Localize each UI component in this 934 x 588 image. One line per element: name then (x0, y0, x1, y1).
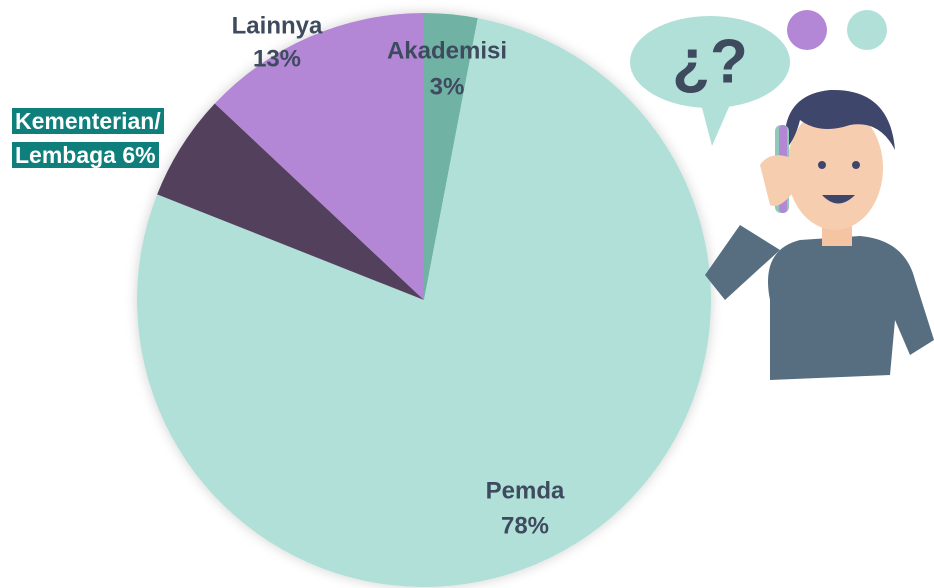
mouth (822, 195, 855, 204)
value-label: 13% (253, 45, 301, 72)
dot (847, 10, 887, 50)
pie (136, 13, 712, 588)
pie-slice (424, 13, 478, 300)
eye (852, 161, 860, 169)
slice-label: Lainnya (232, 12, 323, 39)
eye (818, 161, 826, 169)
boxed-text: Kementerian/ Lembaga 6% (12, 108, 164, 168)
dot (787, 10, 827, 50)
hand (760, 155, 795, 206)
value-label: 6% (122, 142, 156, 168)
labels: Akademisi 3% Pemda 78% Lainnya 13% (232, 12, 565, 539)
value-label: 3% (430, 73, 465, 100)
bubble-text: ¿? (672, 27, 748, 96)
pie-slice (136, 18, 712, 588)
boxed-label: Kementerian/ Lembaga 6% (12, 104, 218, 172)
arm (705, 225, 780, 300)
face (787, 106, 883, 230)
slice-label: Pemda (486, 477, 565, 504)
speech-bubble (630, 16, 790, 108)
shirt (768, 236, 934, 380)
value-label: 78% (501, 512, 549, 539)
slice-label: Akademisi (387, 37, 507, 64)
slice-label: Kementerian/ Lembaga (15, 108, 161, 168)
pie-slice (214, 13, 424, 300)
illustration: ¿? (630, 10, 934, 380)
bubble-tail (700, 100, 732, 146)
pie-slice (157, 103, 424, 301)
hair (784, 89, 895, 150)
